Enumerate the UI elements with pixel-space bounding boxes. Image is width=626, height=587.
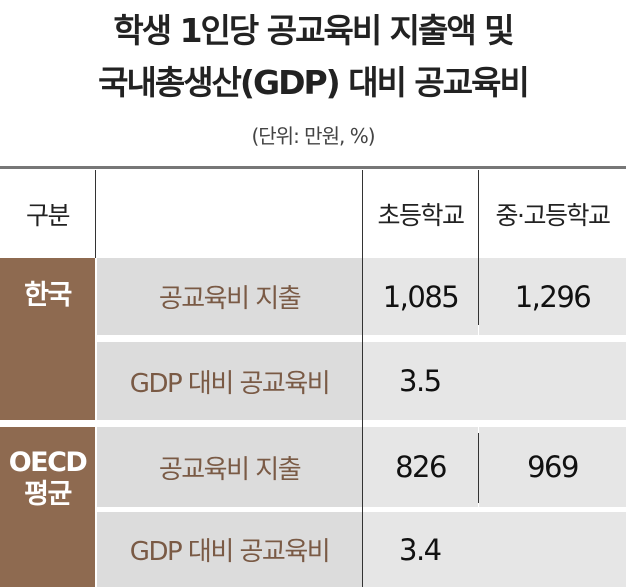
divider: [478, 433, 479, 503]
row-label: 공교육비 지출: [97, 258, 362, 335]
title-line-2: 국내총생산(GDP) 대비 공교육비: [98, 63, 530, 102]
unit-note: (단위: 만원, %): [251, 124, 375, 148]
group-name-line-2: 평균: [24, 479, 72, 511]
group-name-line-1: OECD: [8, 447, 88, 478]
header-secondary: 중·고등학교: [495, 201, 611, 230]
row-label: GDP 대비 공교육비: [97, 512, 362, 587]
divider: [478, 258, 479, 325]
value-elementary: 1,085: [363, 258, 478, 335]
value-secondary: 1,296: [479, 258, 626, 335]
value-secondary: 969: [479, 427, 626, 507]
group-korea: 한국: [0, 258, 95, 420]
header-category: 구분: [25, 201, 71, 230]
row-label: GDP 대비 공교육비: [97, 342, 362, 420]
divider: [478, 170, 479, 258]
top-rule: [0, 166, 626, 169]
value-gdp-ratio: 3.5: [363, 342, 626, 420]
value-elementary: 826: [363, 427, 478, 507]
group-name: 한국: [24, 280, 72, 311]
row-label: 공교육비 지출: [97, 427, 362, 507]
header-elementary: 초등학교: [377, 201, 465, 230]
value-gdp-ratio: 3.4: [363, 512, 626, 587]
divider: [362, 170, 363, 587]
divider: [95, 170, 96, 258]
group-oecd: OECD 평균: [0, 427, 95, 587]
title-line-1: 학생 1인당 공교육비 지출액 및: [113, 11, 514, 50]
